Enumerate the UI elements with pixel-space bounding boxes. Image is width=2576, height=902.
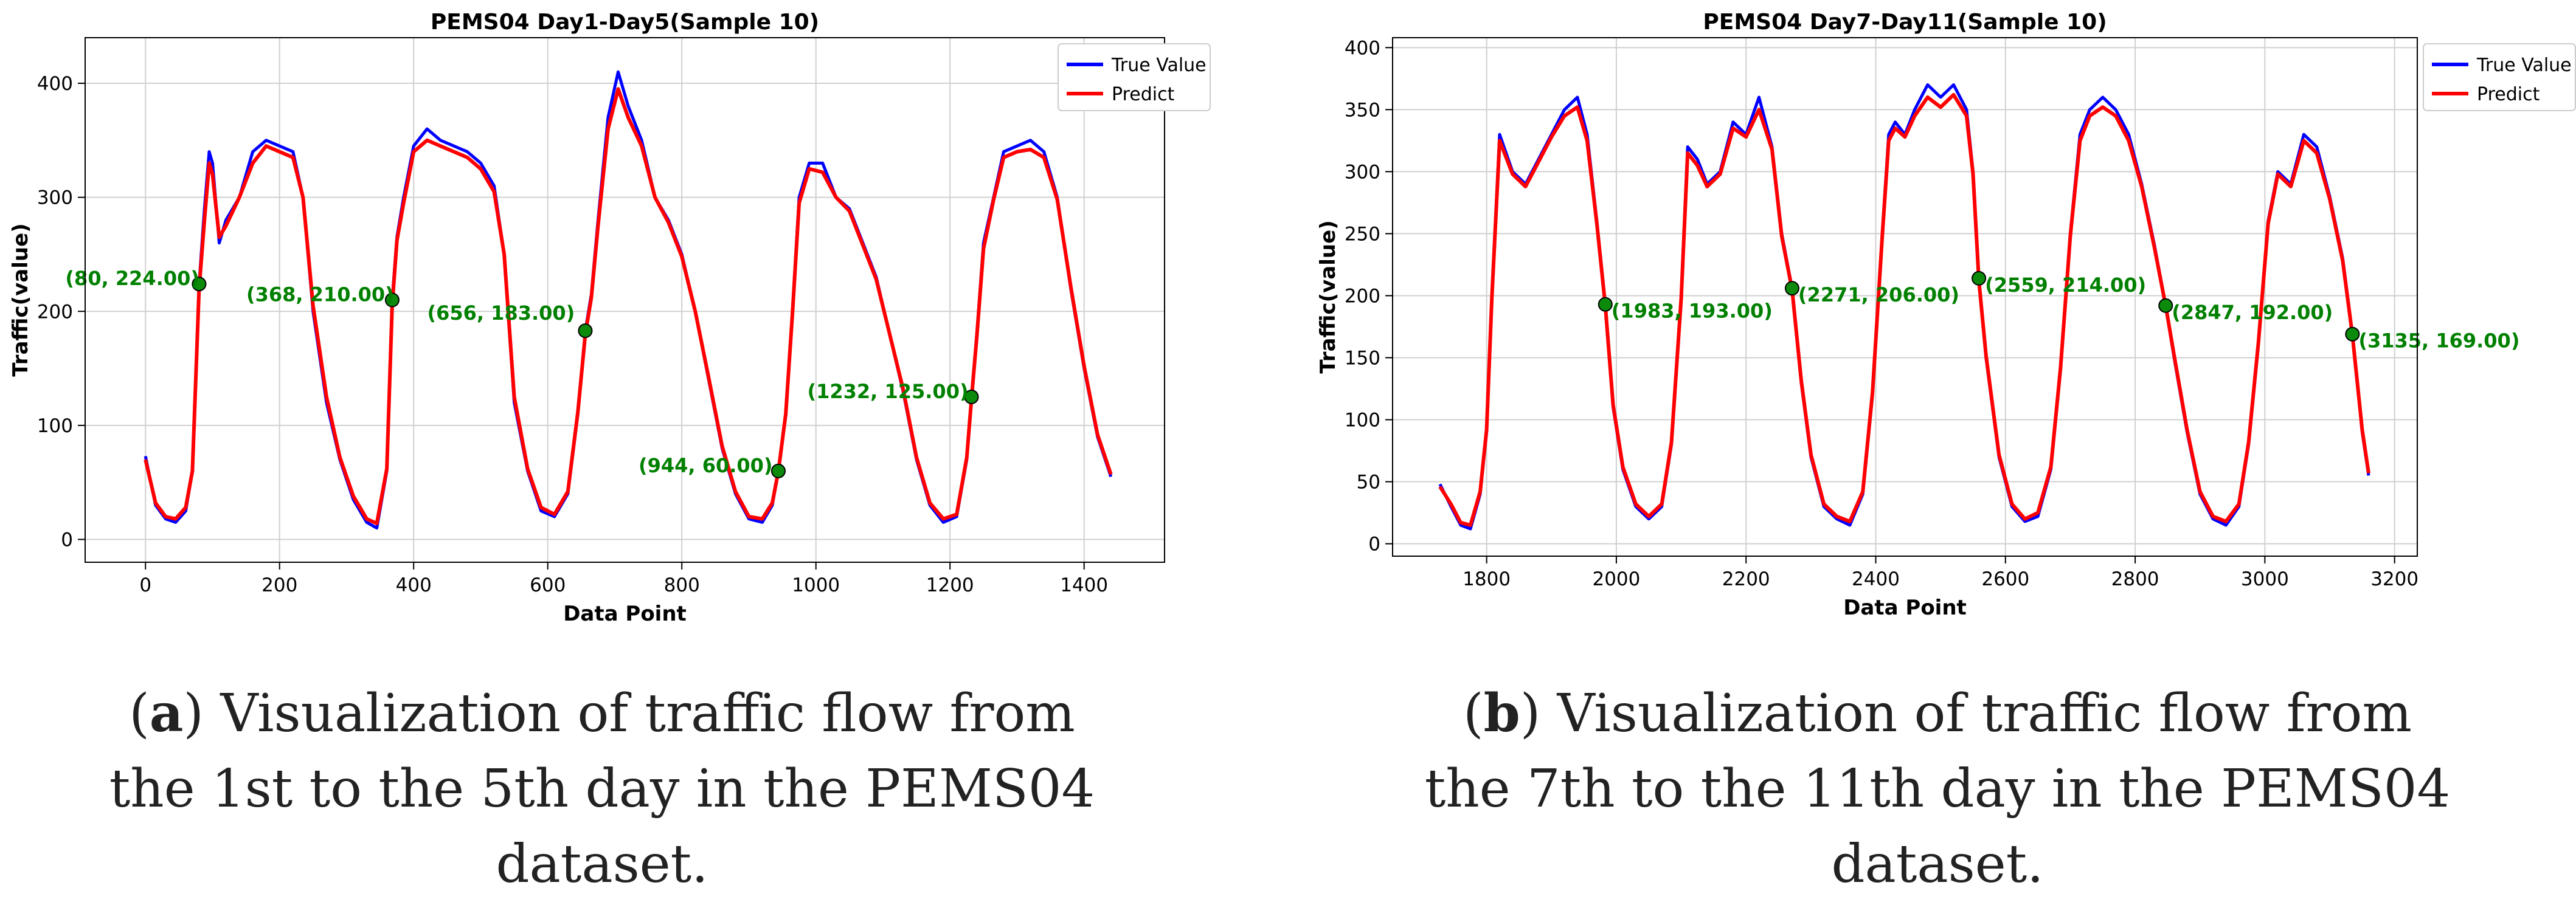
x-axis-label: Data Point	[1843, 596, 1967, 620]
y-tick-label: 100	[37, 415, 73, 437]
legend-label: True Value	[2476, 55, 2572, 76]
annotation-point	[192, 277, 207, 292]
y-tick-label: 300	[1345, 161, 1380, 183]
caption-b: (b) Visualization of traffic flow from t…	[1424, 683, 2451, 895]
chart-figure: 0 200 400 600 800 1000 1200 14000100200300400(8…	[9, 10, 2576, 626]
annotation-label: (2559, 214.00)	[1985, 274, 2146, 297]
x-tick-label: 400	[396, 574, 432, 596]
annotation-point	[1598, 297, 1613, 312]
annotation-label: (80, 224.00)	[65, 267, 199, 290]
y-tick-label: 50	[1357, 472, 1380, 494]
x-tick-label: 3200	[2370, 568, 2418, 590]
y-tick-label: 200	[37, 301, 73, 323]
chart-title: PEMS04 Day7-Day11(Sample 10)	[1703, 10, 2107, 35]
x-tick-label: 1800	[1463, 568, 1511, 590]
x-tick-label: 1200	[926, 574, 974, 596]
annotation-point	[2345, 326, 2360, 342]
annotation-point	[578, 323, 593, 339]
y-axis-label: Traffic(value)	[9, 223, 33, 376]
legend-label: True Value	[1111, 55, 1207, 76]
x-tick-label: 1000	[792, 574, 840, 596]
caption-b-letter: b	[1483, 683, 1520, 744]
legend-label: Predict	[1112, 84, 1175, 105]
caption-b-text: Visualization of traffic flow from the 7…	[1424, 683, 2451, 895]
annotation-point	[384, 292, 400, 308]
legend: True Value Predict	[2423, 43, 2576, 111]
legend-label: Predict	[2477, 84, 2540, 105]
annotation-label: (944, 60.00)	[639, 454, 773, 477]
x-tick-label: 2800	[2111, 568, 2159, 590]
x-axis-label: Data Point	[563, 602, 687, 626]
y-tick-label: 350	[1345, 99, 1380, 121]
y-tick-label: 0	[1368, 534, 1380, 556]
chart-panel-b: 1800 2000 2200 2400 2600 2800 3000 3200 0 50 100 15…	[1316, 10, 2576, 620]
x-tick-label: 2200	[1722, 568, 1770, 590]
annotation-point	[770, 463, 786, 478]
annotation-label: (1232, 125.00)	[807, 380, 968, 403]
y-tick-label: 400	[1345, 37, 1380, 59]
y-tick-label: 150	[1345, 347, 1380, 369]
annotation-label: (2847, 192.00)	[2172, 301, 2333, 324]
annotation-point	[964, 389, 979, 404]
plot-frame	[1392, 37, 2418, 557]
x-tick-label: 2400	[1852, 568, 1900, 590]
y-axis-label: Traffic(value)	[1316, 220, 1340, 373]
x-tick-label: 200	[261, 574, 297, 596]
y-tick-label: 400	[37, 73, 73, 95]
series-line-predict	[144, 87, 1113, 526]
x-tick-label: 1400	[1060, 574, 1108, 596]
annotation-label: (3135, 169.00)	[2358, 329, 2519, 353]
annotation-label: (656, 183.00)	[427, 301, 575, 325]
x-tick-label: 0	[139, 574, 151, 596]
caption-a: (a) Visualization of traffic flow from t…	[109, 683, 1095, 895]
series-line-predict	[1438, 92, 2370, 527]
y-tick-label: 300	[37, 187, 73, 209]
x-tick-label: 2600	[1981, 568, 2029, 590]
x-tick-label: 2000	[1592, 568, 1640, 590]
caption-a-letter: a	[149, 683, 184, 744]
annotation-point	[2158, 298, 2173, 313]
annotation-label: (368, 210.00)	[246, 283, 394, 306]
legend: True Value Predict	[1058, 43, 1211, 111]
x-tick-label: 3000	[2241, 568, 2289, 590]
y-tick-label: 250	[1345, 223, 1380, 245]
annotation-point	[1784, 281, 1799, 296]
plot-frame	[85, 37, 1165, 563]
annotation-label: (1983, 193.00)	[1612, 300, 1773, 323]
y-tick-label: 200	[1345, 285, 1380, 307]
x-tick-label: 800	[664, 574, 700, 596]
y-tick-label: 100	[1345, 410, 1380, 432]
y-tick-label: 0	[61, 529, 73, 551]
x-tick-label: 600	[530, 574, 566, 596]
annotation-point	[1972, 270, 1987, 286]
annotation-label: (2271, 206.00)	[1798, 283, 1959, 306]
chart-panel-a: 0 200 400 600 800 1000 1200 1400 0 100 200 300 400 (8…	[9, 10, 1211, 626]
chart-title: PEMS04 Day1-Day5(Sample 10)	[431, 10, 819, 35]
caption-a-text: Visualization of traffic flow from the 1…	[109, 683, 1095, 895]
